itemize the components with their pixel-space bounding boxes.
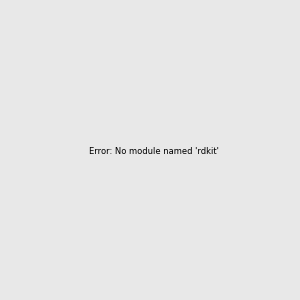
Text: Error: No module named 'rdkit': Error: No module named 'rdkit' <box>89 147 219 156</box>
